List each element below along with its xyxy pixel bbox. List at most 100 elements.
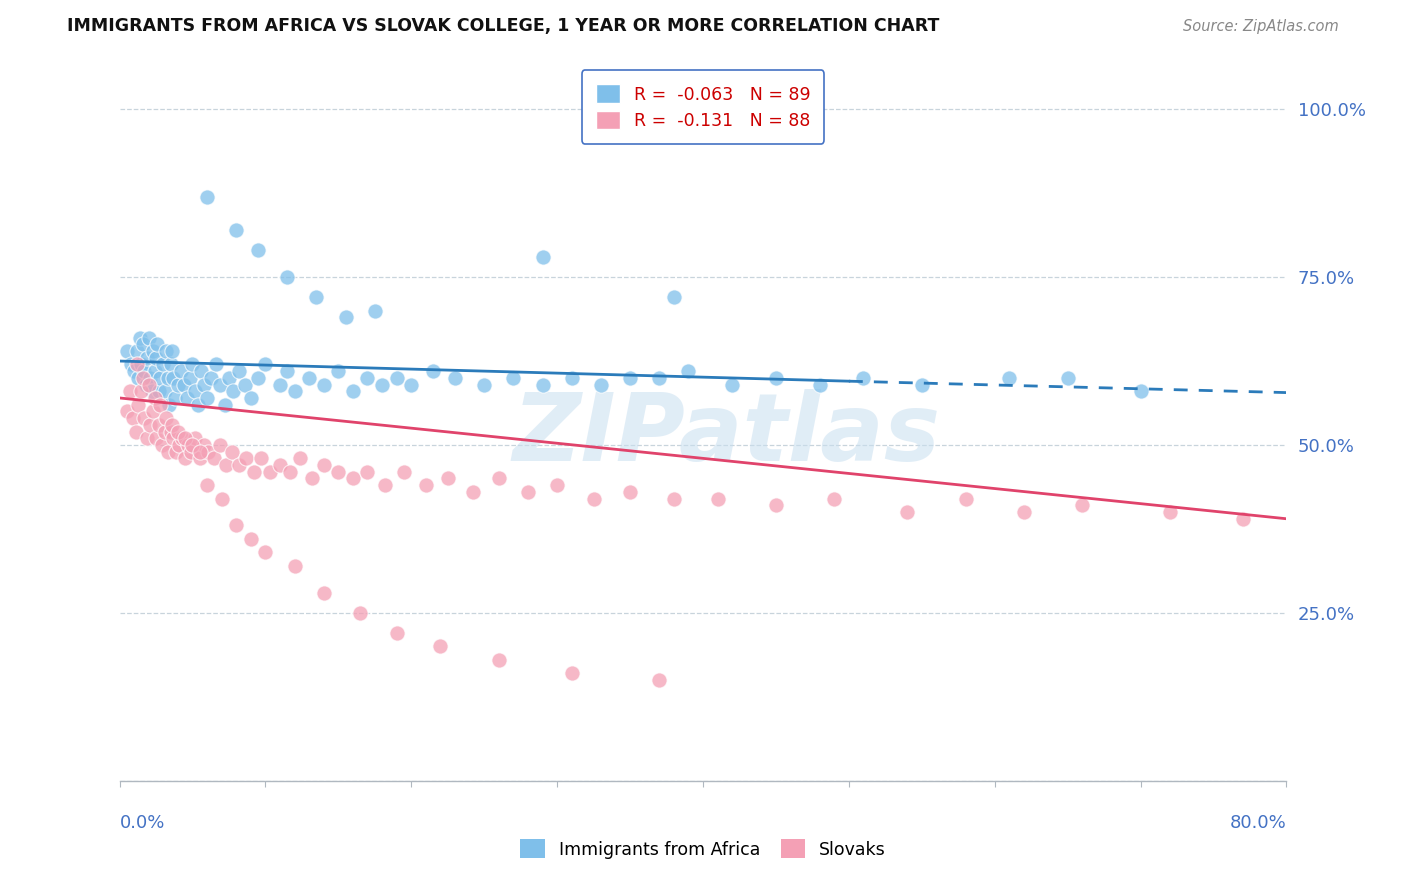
Point: [808, 377, 831, 392]
Point: [517, 484, 540, 499]
Point: [160, 343, 183, 358]
Point: [328, 465, 350, 479]
Point: [356, 371, 378, 385]
Point: [254, 545, 277, 559]
Point: [188, 451, 211, 466]
Point: [235, 451, 257, 466]
Point: [149, 371, 172, 385]
Point: [678, 364, 700, 378]
Point: [429, 640, 451, 654]
Point: [125, 343, 148, 358]
Point: [349, 606, 371, 620]
Point: [648, 673, 671, 687]
Point: [239, 532, 262, 546]
Point: [169, 438, 191, 452]
Point: [132, 371, 155, 385]
Point: [146, 337, 169, 351]
Point: [911, 377, 934, 392]
Point: [269, 458, 291, 472]
Point: [335, 310, 357, 325]
Point: [155, 343, 177, 358]
Point: [254, 358, 277, 372]
Point: [356, 465, 378, 479]
Point: [150, 438, 173, 452]
Text: 0.0%: 0.0%: [120, 814, 165, 831]
Point: [278, 465, 301, 479]
Point: [392, 465, 415, 479]
Point: [312, 585, 335, 599]
Point: [242, 465, 264, 479]
Point: [301, 471, 323, 485]
Point: [328, 364, 350, 378]
Point: [153, 384, 176, 399]
Point: [172, 431, 194, 445]
Point: [589, 377, 612, 392]
Point: [662, 290, 685, 304]
Point: [127, 398, 149, 412]
Point: [1056, 371, 1078, 385]
Legend: R =  -0.063   N = 89, R =  -0.131   N = 88: R = -0.063 N = 89, R = -0.131 N = 88: [582, 70, 824, 144]
Point: [143, 364, 166, 378]
Point: [531, 250, 554, 264]
Point: [561, 666, 583, 681]
Point: [173, 377, 195, 392]
Point: [195, 478, 218, 492]
Point: [385, 625, 408, 640]
Point: [148, 417, 170, 432]
Point: [259, 465, 281, 479]
Text: 80.0%: 80.0%: [1230, 814, 1286, 831]
Point: [152, 358, 174, 372]
Point: [209, 377, 232, 392]
Point: [619, 371, 641, 385]
Point: [179, 371, 201, 385]
Point: [148, 384, 170, 399]
Point: [582, 491, 605, 506]
Point: [228, 364, 250, 378]
Point: [160, 417, 183, 432]
Point: [546, 478, 568, 492]
Point: [159, 358, 181, 372]
Point: [115, 343, 138, 358]
Point: [233, 377, 256, 392]
Point: [276, 364, 298, 378]
Point: [138, 330, 160, 344]
Point: [162, 431, 184, 445]
Point: [312, 377, 335, 392]
Point: [184, 431, 207, 445]
Point: [401, 377, 423, 392]
Point: [415, 478, 437, 492]
Point: [181, 358, 204, 372]
Point: [177, 438, 200, 452]
Point: [896, 505, 918, 519]
Point: [648, 371, 671, 385]
Point: [134, 411, 156, 425]
Point: [342, 384, 364, 399]
Point: [139, 371, 162, 385]
Point: [129, 330, 152, 344]
Point: [225, 518, 247, 533]
Point: [228, 458, 250, 472]
Point: [118, 384, 141, 399]
Point: [422, 364, 444, 378]
Point: [193, 438, 215, 452]
Point: [371, 377, 394, 392]
Point: [131, 384, 153, 399]
Point: [115, 404, 138, 418]
Point: [283, 384, 307, 399]
Point: [163, 391, 186, 405]
Point: [134, 364, 156, 378]
Point: [202, 451, 225, 466]
Point: [200, 371, 222, 385]
Point: [222, 384, 245, 399]
Point: [436, 471, 458, 485]
Point: [706, 491, 728, 506]
Point: [120, 358, 142, 372]
Point: [181, 438, 204, 452]
Point: [166, 377, 188, 392]
Point: [364, 303, 387, 318]
Point: [122, 364, 145, 378]
Point: [1232, 512, 1254, 526]
Point: [125, 358, 148, 372]
Point: [852, 371, 875, 385]
Point: [143, 391, 166, 405]
